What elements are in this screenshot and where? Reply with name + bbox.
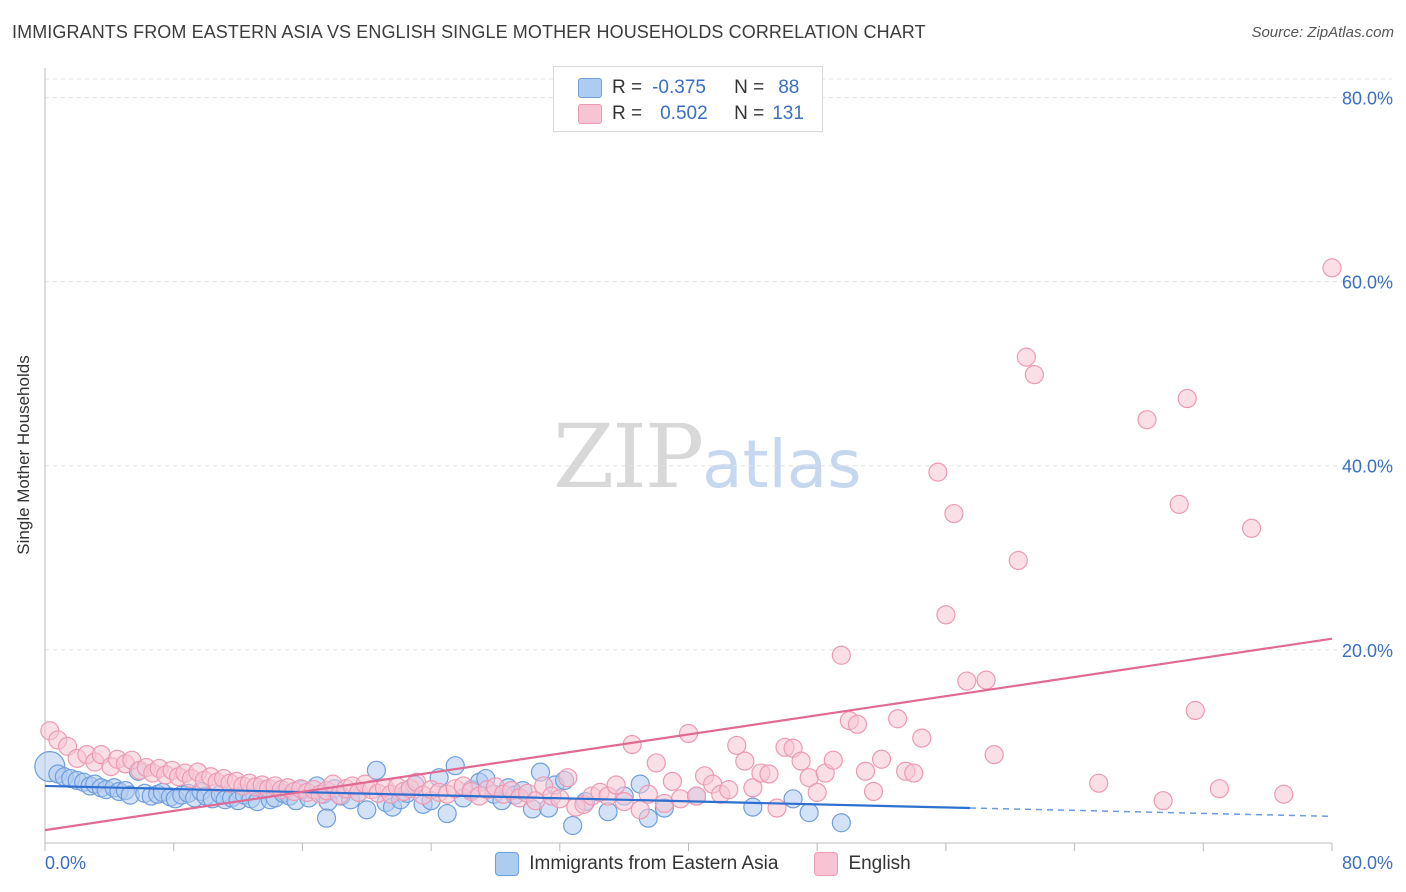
point-english	[855, 761, 876, 781]
watermark-zip: ZIP	[553, 405, 704, 508]
x-tick-label: 80.0%	[1342, 853, 1393, 873]
point-eastern-asia	[357, 800, 377, 820]
point-english	[871, 749, 892, 769]
point-english	[831, 645, 851, 665]
point-english	[984, 745, 1004, 765]
point-eastern-asia	[799, 803, 819, 823]
legend-swatch-english	[578, 104, 602, 124]
point-english	[735, 751, 755, 771]
x-tick-label: 0.0%	[45, 853, 86, 873]
point-english	[1137, 410, 1157, 430]
point-english	[1153, 791, 1173, 811]
series-legend: Immigrants from Eastern Asia English	[0, 852, 1406, 876]
point-english	[863, 781, 884, 802]
correlation-legend: R = -0.375 N = 88 R = 0.502 N = 131	[553, 66, 823, 132]
legend-n-value: 88	[778, 77, 800, 98]
point-english	[847, 714, 868, 734]
trendline-eastern-asia	[44, 784, 971, 810]
point-english	[1089, 773, 1109, 793]
point-english	[1169, 494, 1189, 514]
point-english	[928, 462, 948, 482]
chart-title: IMMIGRANTS FROM EASTERN ASIA VS ENGLISH …	[12, 22, 926, 42]
point-english	[1185, 700, 1205, 721]
point-eastern-asia	[316, 808, 337, 828]
point-english	[1024, 364, 1044, 385]
source-label: Source: ZipAtlas.com	[1251, 24, 1394, 41]
point-english	[727, 735, 747, 756]
point-english	[976, 670, 996, 690]
point-english	[606, 775, 626, 795]
legend-item-english[interactable]: English	[814, 852, 911, 876]
legend-label-eastern-asia: Immigrants from Eastern Asia	[529, 853, 779, 874]
legend-r-label: R =	[612, 103, 643, 124]
point-english	[888, 709, 908, 729]
legend-n-label: N =	[734, 77, 765, 98]
point-english	[904, 763, 924, 783]
legend-swatch-english	[814, 852, 839, 876]
legend-item-eastern-asia[interactable]: Immigrants from Eastern Asia	[495, 852, 778, 876]
point-eastern-asia	[563, 815, 583, 836]
point-english	[558, 768, 578, 788]
point-english	[767, 798, 787, 818]
point-english	[1177, 388, 1197, 409]
point-english	[638, 784, 658, 804]
legend-swatch-eastern-asia	[578, 78, 602, 98]
point-english	[807, 782, 827, 802]
point-english	[1274, 784, 1294, 804]
y-tick-label: 60.0%	[1342, 273, 1393, 293]
point-english	[912, 728, 932, 748]
point-english	[719, 780, 739, 800]
watermark: ZIPatlas	[553, 405, 862, 508]
legend-n-label: N =	[734, 103, 765, 124]
point-english	[654, 793, 674, 814]
point-eastern-asia	[437, 803, 457, 824]
point-english	[662, 771, 683, 791]
y-tick-label: 80.0%	[1342, 89, 1393, 109]
point-english	[1016, 347, 1036, 367]
legend-row-eastern-asia: R = -0.375 N = 88	[554, 75, 799, 101]
y-tick-label: 20.0%	[1342, 641, 1393, 661]
point-english	[944, 503, 964, 524]
point-english	[1008, 550, 1028, 571]
y-tick-label: 40.0%	[1342, 457, 1393, 477]
point-english	[743, 778, 763, 798]
legend-label-english: English	[848, 853, 911, 874]
point-english	[791, 751, 811, 771]
point-eastern-asia	[831, 813, 851, 833]
point-eastern-asia	[445, 756, 465, 776]
point-english	[957, 671, 977, 691]
trendline-eastern-asia-extension	[970, 807, 1333, 818]
legend-n-value: 131	[772, 103, 804, 124]
point-english	[614, 791, 634, 812]
point-english	[1209, 779, 1229, 799]
legend-row-english: R = 0.502 N = 131	[554, 101, 804, 127]
legend-r-value: 0.502	[660, 103, 708, 124]
point-english	[670, 789, 691, 809]
point-eastern-asia	[783, 789, 803, 809]
point-english	[823, 750, 843, 770]
point-english	[759, 764, 779, 784]
point-english	[1241, 518, 1262, 538]
point-english	[646, 753, 666, 773]
watermark-atlas: atlas	[702, 426, 862, 503]
point-eastern-asia	[743, 797, 763, 817]
trendline-english	[44, 637, 1333, 832]
legend-r-label: R =	[612, 77, 643, 98]
point-english	[936, 605, 956, 625]
point-english	[1322, 258, 1342, 278]
point-eastern-asia	[366, 760, 387, 780]
y-axis-label: Single Mother Households	[14, 355, 33, 555]
legend-r-value: -0.375	[652, 77, 706, 98]
legend-swatch-eastern-asia	[495, 852, 520, 876]
